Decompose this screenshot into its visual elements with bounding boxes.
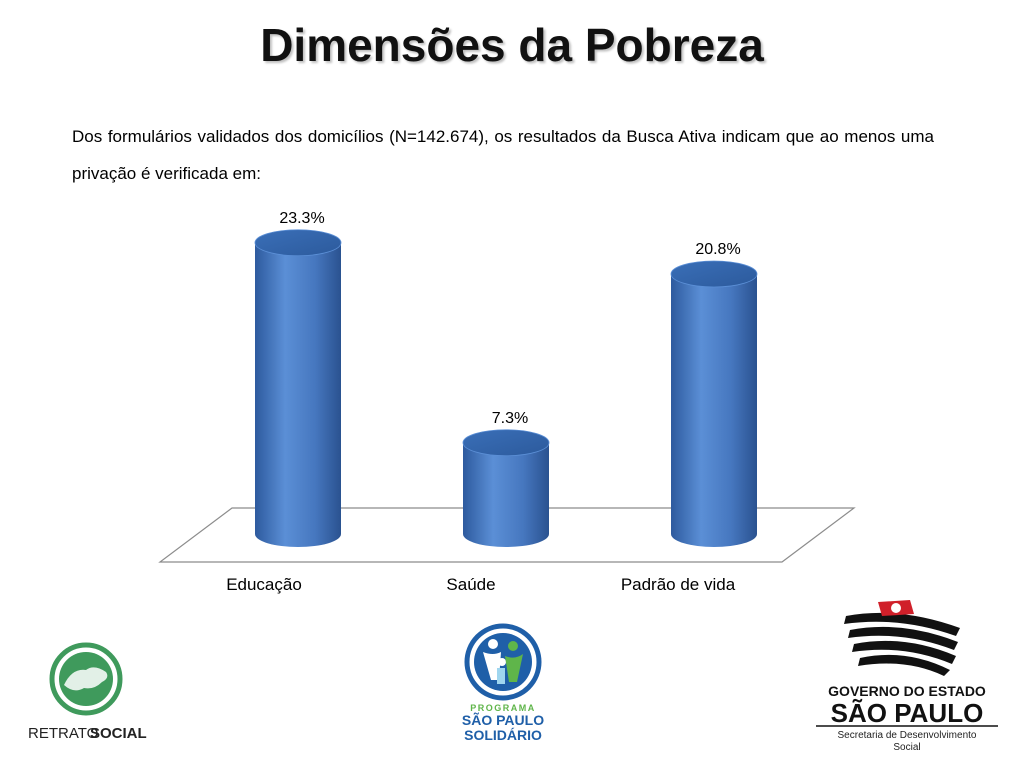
secretaria-label-2: Social bbox=[893, 742, 920, 753]
solidario-label: SOLIDÁRIO bbox=[464, 727, 542, 743]
sp-map-icon bbox=[64, 667, 108, 691]
estado-label: SÃO PAULO bbox=[831, 698, 984, 728]
category-label-1: Saúde bbox=[446, 575, 495, 594]
bar-1 bbox=[463, 442, 549, 547]
category-label-2: Padrão de vida bbox=[621, 575, 736, 594]
retrato-label-2: SOCIAL bbox=[90, 725, 147, 742]
bar-top-2 bbox=[670, 260, 758, 288]
intro-text: Dos formulários validados dos domicílios… bbox=[72, 127, 934, 183]
bar-top-0 bbox=[254, 229, 342, 257]
people-icon bbox=[483, 639, 523, 684]
retrato-social-logo: RETRATO SOCIAL bbox=[28, 642, 147, 742]
retrato-label-1: RETRATO bbox=[28, 725, 98, 742]
flag-stripes-icon bbox=[844, 600, 960, 676]
data-label-0: 23.3% bbox=[279, 210, 324, 227]
sao-paulo-solidario-logo: PROGRAMA SÃO PAULO SOLIDÁRIO bbox=[462, 623, 544, 743]
bar-chart: 23.3% Educação 7.3% Saúde 20.8% Padrão de vid… bbox=[158, 210, 856, 594]
secretaria-label-1: Secretaria de Desenvolvimento bbox=[838, 730, 977, 741]
category-label-0: Educação bbox=[226, 575, 302, 594]
bar-0 bbox=[255, 242, 341, 547]
governo-label: GOVERNO DO ESTADO bbox=[828, 683, 986, 699]
bar-top-1 bbox=[462, 429, 550, 457]
bar-2 bbox=[671, 274, 757, 547]
slide-title: Dimensões da Pobreza bbox=[260, 19, 764, 71]
sao-paulo-label: SÃO PAULO bbox=[462, 711, 544, 728]
governo-sao-paulo-logo: GOVERNO DO ESTADO SÃO PAULO Secretaria d… bbox=[816, 600, 998, 753]
data-label-1: 7.3% bbox=[492, 410, 528, 427]
data-label-2: 20.8% bbox=[695, 241, 740, 258]
programa-label: PROGRAMA bbox=[470, 703, 536, 713]
retrato-circle-icon bbox=[49, 642, 123, 716]
